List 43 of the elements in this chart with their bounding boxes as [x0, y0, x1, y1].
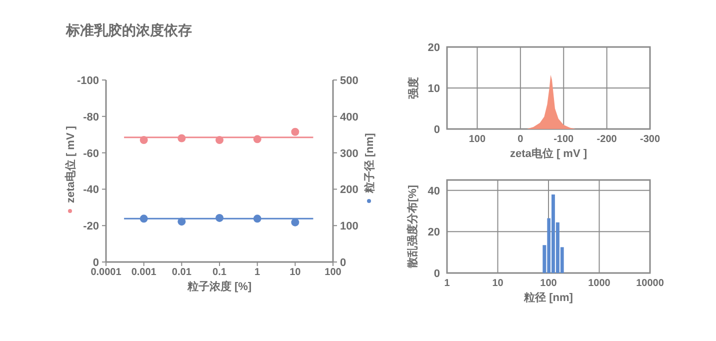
- y-tick-label: 0: [92, 257, 99, 269]
- y2-tick-label: 300: [340, 148, 358, 160]
- y-axis-title: zeta电位 [ mV ]: [64, 126, 77, 203]
- y-tick-label: -80: [83, 111, 99, 124]
- x-tick-label: 100: [540, 278, 558, 289]
- x-axis-title: zeta电位 [ mV ]: [510, 147, 588, 160]
- x-axis-title: 粒子浓度 [%]: [186, 280, 252, 293]
- x-tick-label: 0: [518, 134, 524, 145]
- x-tick-label: 1000: [588, 278, 611, 289]
- y-tick-label: -100: [76, 75, 99, 87]
- x-tick-label: -100: [554, 134, 574, 145]
- x-tick-label: 0.1: [212, 267, 227, 278]
- x-tick-label: 100: [468, 134, 486, 145]
- x-tick-label: 100: [324, 267, 342, 278]
- y-tick-label: -20: [83, 220, 99, 233]
- y-tick-label: 20: [428, 42, 440, 54]
- x-tick-label: 10: [290, 267, 302, 278]
- y-tick-label: -40: [83, 184, 99, 196]
- y2-tick-label: 100: [340, 220, 358, 233]
- x-tick-label: 10: [492, 278, 504, 289]
- y-tick-label: 40: [428, 185, 440, 198]
- y-tick-label: 0: [434, 124, 440, 136]
- x-tick-label: 10000: [636, 278, 664, 289]
- x-tick-label: 0.0001: [90, 267, 122, 278]
- y-axis-title: 散乱强度分布[%]: [406, 184, 419, 270]
- point: [291, 128, 300, 136]
- y-axis-title: 强度: [407, 77, 420, 99]
- y-tick-label: -60: [83, 148, 99, 160]
- y-tick-label: 20: [428, 226, 440, 239]
- y2-axis-title: 粒子径 [nm]: [363, 132, 376, 194]
- x-tick-label: -300: [640, 134, 660, 145]
- x-tick-label: 0.01: [172, 267, 192, 278]
- x-tick-label: -200: [596, 134, 618, 145]
- x-tick-label: 1: [254, 267, 261, 278]
- chart-title: 标准乳胶的浓度依存: [65, 22, 192, 38]
- x-tick-label: 0.001: [131, 267, 157, 278]
- y2-tick-label: 500: [340, 75, 358, 87]
- x-tick-label: 1: [444, 278, 450, 289]
- y-tick-label: 10: [428, 83, 440, 95]
- y2-tick-label: 400: [340, 111, 358, 124]
- y2-tick-label: 200: [340, 184, 358, 196]
- x-axis-title: 粒径 [nm]: [523, 291, 574, 304]
- y2-tick-label: 0: [340, 257, 346, 269]
